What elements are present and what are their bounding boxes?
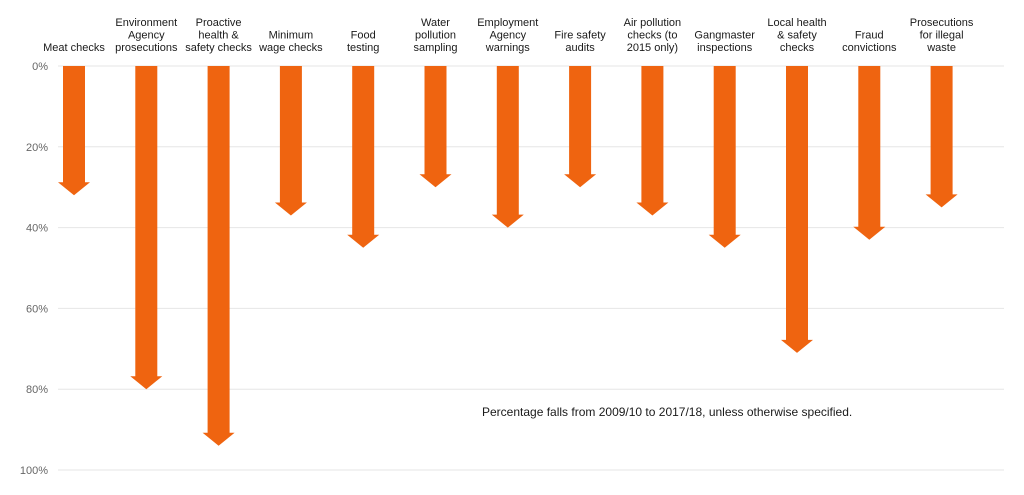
- chart-annotation: Percentage falls from 2009/10 to 2017/18…: [482, 405, 852, 419]
- category-label: Fraud convictions: [842, 30, 897, 55]
- y-tick-label: 20%: [26, 142, 48, 154]
- category-label: Prosecutions for illegal waste: [910, 17, 974, 54]
- arrow-bar: [274, 66, 307, 216]
- arrow-bar: [564, 66, 597, 188]
- arrow-bar: [130, 66, 163, 390]
- y-tick-label: 40%: [26, 223, 48, 235]
- arrow-bars: [58, 66, 958, 446]
- category-label: Minimum wage checks: [258, 30, 323, 55]
- y-axis-ticks: 0% 20% 40% 60% 80% 100%: [20, 61, 48, 477]
- arrow-bar: [491, 66, 524, 228]
- arrow-bar: [853, 66, 886, 240]
- arrow-bar: [419, 66, 452, 188]
- y-tick-label: 80%: [26, 384, 48, 396]
- y-tick-label: 0%: [32, 61, 48, 73]
- category-label: Local health & safety checks: [767, 17, 826, 54]
- category-label: Air pollution checks (to 2015 only): [624, 17, 681, 54]
- category-label: Meat checks: [43, 42, 105, 54]
- arrow-bar: [781, 66, 813, 353]
- category-label: Employment Agency warnings: [477, 17, 538, 54]
- y-tick-label: 60%: [26, 303, 48, 315]
- category-label: Food testing: [347, 30, 379, 55]
- category-labels: Meat checks Environment Agency prosecutions…: [43, 17, 974, 54]
- arrow-bar: [347, 66, 380, 248]
- y-tick-label: 100%: [20, 465, 48, 477]
- arrow-bar: [58, 66, 90, 196]
- category-label: Environment Agency prosecutions: [115, 17, 178, 54]
- arrow-bar: [202, 66, 235, 446]
- arrow-bar: [925, 66, 958, 208]
- arrow-bar: [708, 66, 741, 248]
- category-label: Gangmaster inspections: [694, 30, 755, 55]
- category-label: Water pollution sampling: [413, 17, 457, 54]
- category-label: Proactive health & safety checks: [185, 17, 252, 54]
- arrow-bar: [636, 66, 669, 216]
- category-label: Fire safety audits: [554, 30, 606, 55]
